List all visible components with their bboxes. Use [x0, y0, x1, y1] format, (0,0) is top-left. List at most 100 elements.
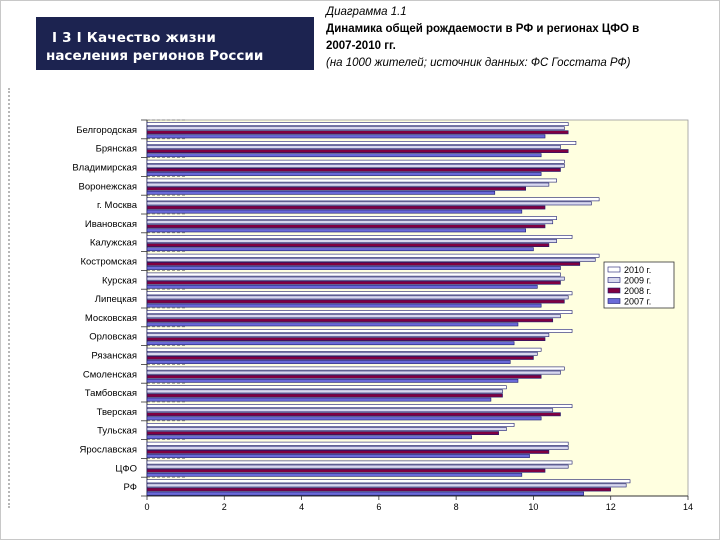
category-label: Ярославская: [80, 445, 138, 456]
bar: [146, 460, 573, 465]
bar: [146, 333, 550, 337]
x-tick-label: 10: [528, 502, 538, 512]
bar: [146, 216, 557, 221]
chart-title-block: Диаграмма 1.1 Динамика общей рождаемости…: [326, 4, 718, 72]
bar: [146, 145, 561, 149]
bar: [146, 416, 542, 421]
bar: [146, 243, 550, 248]
bar: [146, 172, 542, 176]
bar: [146, 422, 515, 427]
bar: [146, 454, 530, 458]
legend-label: 2010 г.: [624, 265, 651, 275]
bar: [146, 247, 534, 252]
bar: [146, 253, 600, 258]
bar: [146, 472, 523, 477]
bar: [146, 483, 627, 488]
grid-lines: [141, 119, 187, 497]
category-label: Тверская: [97, 407, 137, 418]
x-tick-label: 0: [144, 502, 149, 512]
bar: [146, 408, 554, 413]
bar: [146, 168, 561, 172]
bar: [146, 427, 507, 431]
bar: [146, 449, 550, 454]
bar: [146, 261, 581, 266]
category-label: Рязанская: [91, 351, 137, 362]
section-header-line1: I 3 I Качество жизни: [52, 30, 216, 46]
bar: [146, 341, 515, 346]
bar: [146, 370, 561, 375]
x-tick-label: 12: [606, 502, 616, 512]
bar: [146, 272, 561, 277]
bar: [146, 163, 565, 168]
bar: [146, 178, 557, 183]
bar: [146, 318, 554, 323]
bar: [146, 347, 542, 352]
category-label: Орловская: [89, 332, 137, 343]
category-label: Тульская: [97, 426, 137, 437]
bar: [146, 182, 550, 187]
x-tick-label: 8: [454, 502, 459, 512]
category-label: Владимирская: [72, 163, 137, 174]
bar: [146, 209, 523, 214]
category-label: РФ: [124, 482, 137, 493]
bar: [146, 153, 542, 158]
bar: [146, 351, 538, 356]
legend-swatch: [607, 277, 621, 283]
bar: [146, 445, 569, 450]
bar: [146, 197, 600, 202]
x-axis: 0 2 4 6 8 10 12 14: [144, 495, 693, 512]
bar: [146, 159, 565, 164]
bar: [146, 266, 561, 270]
bar: [146, 134, 546, 139]
bar: [146, 389, 503, 394]
bar: [146, 291, 573, 296]
category-label: Воронежская: [78, 181, 137, 192]
category-label: Московская: [85, 313, 137, 324]
bar: [146, 149, 569, 154]
bar: [146, 205, 546, 210]
x-tick-label: 6: [376, 502, 381, 512]
bar: [146, 385, 507, 390]
bars: [146, 122, 631, 496]
slide-margin-rule: [8, 88, 12, 508]
bar: [146, 378, 519, 383]
bar: [146, 374, 542, 379]
chart-source-note: (на 1000 жителей; источник данных: ФС Го…: [326, 57, 631, 69]
bar: [146, 190, 496, 195]
bar: [146, 276, 565, 281]
legend-swatch: [607, 298, 621, 304]
category-label: Калужская: [90, 238, 137, 249]
legend-label: 2009 г.: [624, 276, 651, 286]
bar: [146, 299, 565, 304]
bar: [146, 224, 546, 229]
bar: [146, 239, 557, 243]
bar: [146, 435, 472, 440]
x-tick-label: 4: [299, 502, 304, 512]
category-label: г. Москва: [97, 200, 138, 211]
category-label: Курская: [102, 275, 137, 286]
category-labels: Белгородская Брянская Владимирская Воронежс…: [72, 125, 137, 493]
bar: [146, 126, 565, 131]
x-tick-label: 2: [222, 502, 227, 512]
bar: [146, 122, 569, 127]
bar: [146, 228, 527, 233]
bar: [146, 235, 573, 239]
section-header-line2: населения регионов России: [46, 48, 264, 64]
bar: [146, 355, 534, 360]
category-label: Тамбовская: [85, 388, 137, 399]
bar: [146, 141, 577, 145]
legend-label: 2007 г.: [624, 297, 651, 307]
bar: [146, 491, 584, 496]
bar: [146, 322, 519, 327]
bar: [146, 257, 596, 262]
category-label: Ивановская: [85, 219, 137, 230]
bar: [146, 328, 573, 333]
bar: [146, 479, 631, 484]
legend-label: 2008 г.: [624, 286, 651, 296]
bar: [146, 393, 503, 398]
bar: [146, 468, 546, 473]
bar: [146, 337, 546, 342]
bar: [146, 314, 561, 319]
bar: [146, 360, 511, 364]
